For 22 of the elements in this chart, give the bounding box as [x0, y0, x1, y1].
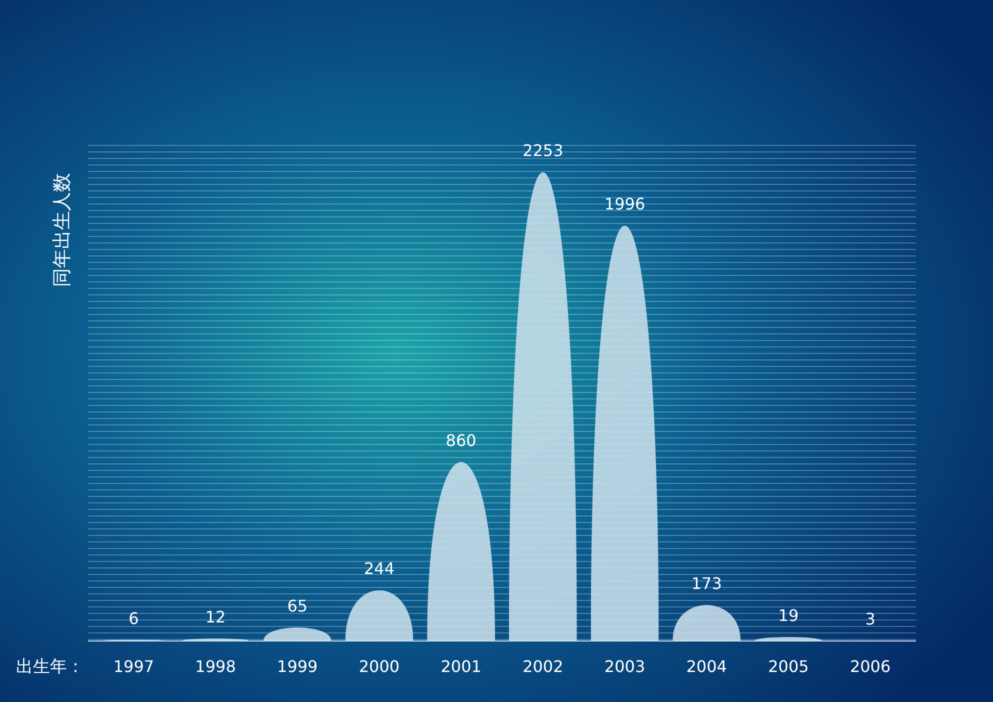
data-label: 19: [778, 606, 799, 626]
x-tick-label: 2006: [850, 657, 891, 676]
data-label: 65: [287, 596, 308, 616]
data-label: 2253: [522, 141, 564, 160]
x-tick-label: 2003: [604, 657, 646, 676]
x-tick-label: 2000: [358, 657, 400, 676]
data-label: 12: [205, 608, 226, 627]
x-tick-label: 2002: [522, 657, 564, 676]
data-label: 3: [865, 609, 876, 628]
data-label: 173: [691, 574, 722, 593]
x-tick-label: 2004: [686, 657, 727, 676]
x-axis-title: 出生年：: [16, 657, 84, 677]
x-tick-label: 1999: [277, 657, 318, 676]
y-axis-title: 同年出生人数: [51, 173, 73, 287]
data-label: 244: [364, 559, 395, 578]
data-label: 860: [446, 431, 476, 450]
data-label: 1996: [604, 194, 646, 214]
data-label: 6: [128, 608, 139, 628]
x-tick-label: 2001: [440, 657, 482, 676]
x-tick-label: 1997: [113, 657, 154, 676]
x-tick-label: 1998: [195, 657, 236, 676]
x-tick-label: 2005: [768, 657, 809, 676]
